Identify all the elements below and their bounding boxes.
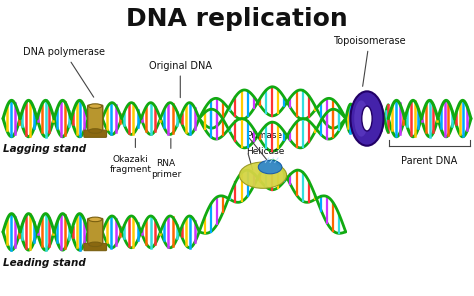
Text: Okazaki
fragment: Okazaki fragment xyxy=(109,155,152,174)
Text: Parent DNA: Parent DNA xyxy=(401,156,457,166)
Ellipse shape xyxy=(89,242,102,247)
Ellipse shape xyxy=(354,100,368,137)
Ellipse shape xyxy=(362,106,372,131)
Ellipse shape xyxy=(350,91,383,146)
Ellipse shape xyxy=(89,217,102,222)
Text: Topoisomerase: Topoisomerase xyxy=(333,36,406,86)
FancyBboxPatch shape xyxy=(88,218,103,245)
FancyBboxPatch shape xyxy=(84,243,107,251)
Text: Primase: Primase xyxy=(246,131,283,140)
FancyBboxPatch shape xyxy=(88,105,103,132)
Text: Leading stand: Leading stand xyxy=(3,258,86,268)
Ellipse shape xyxy=(89,104,102,108)
Ellipse shape xyxy=(239,162,287,188)
Ellipse shape xyxy=(89,129,102,133)
Text: RNA
primer: RNA primer xyxy=(151,159,181,179)
Text: Lagging stand: Lagging stand xyxy=(3,144,86,154)
FancyBboxPatch shape xyxy=(84,130,107,137)
Text: Original DNA: Original DNA xyxy=(149,61,212,71)
Text: DNA replication: DNA replication xyxy=(126,7,348,31)
Text: DNA polymerase: DNA polymerase xyxy=(24,47,106,97)
Text: Helicase: Helicase xyxy=(246,147,285,156)
Ellipse shape xyxy=(258,160,282,174)
